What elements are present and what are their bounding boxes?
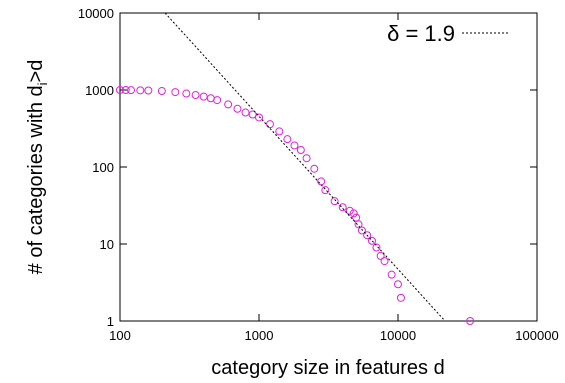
point xyxy=(321,186,330,195)
point xyxy=(144,86,153,95)
point xyxy=(199,92,208,101)
point xyxy=(387,270,396,279)
x-tick-label: 1000 xyxy=(245,328,274,343)
point xyxy=(290,141,299,150)
point xyxy=(354,220,363,229)
fit-line xyxy=(164,12,446,322)
y-axis-label-sub: i xyxy=(35,82,50,85)
point xyxy=(191,91,200,100)
x-tick-label: 100000 xyxy=(515,328,558,343)
point xyxy=(330,197,339,206)
y-tick-label: 1000 xyxy=(85,83,114,98)
point xyxy=(296,146,305,155)
point xyxy=(266,120,275,129)
y-tick-label: 1 xyxy=(107,314,114,329)
point xyxy=(213,96,222,105)
point xyxy=(357,226,366,235)
point xyxy=(367,236,376,245)
point xyxy=(317,177,326,186)
point xyxy=(241,108,250,117)
x-tick-label: 100 xyxy=(109,328,131,343)
point xyxy=(224,100,233,109)
point xyxy=(116,86,124,94)
point xyxy=(349,209,358,218)
point xyxy=(182,89,191,98)
point xyxy=(275,127,284,136)
point xyxy=(345,206,354,215)
y-tick-label: 10000 xyxy=(78,6,114,21)
point xyxy=(255,113,263,122)
point xyxy=(248,110,257,119)
point xyxy=(310,164,319,173)
x-axis-label: category size in features d xyxy=(211,357,444,379)
point xyxy=(376,251,385,260)
y-axis-label-end: >d xyxy=(25,60,47,83)
y-axis-label: # of categories with di>d xyxy=(25,60,50,275)
legend-label: δ = 1.9 xyxy=(387,21,455,46)
plot-frame xyxy=(119,12,538,322)
y-tick-label: 10 xyxy=(100,237,114,252)
point xyxy=(372,243,381,252)
point xyxy=(127,86,136,95)
point xyxy=(394,280,402,289)
point xyxy=(136,86,145,95)
point xyxy=(302,154,311,163)
point xyxy=(380,257,389,266)
point xyxy=(363,231,372,240)
point xyxy=(466,317,475,325)
y-tick-label: 100 xyxy=(92,160,114,175)
point xyxy=(121,86,130,94)
x-tick-label: 10000 xyxy=(380,328,416,343)
point xyxy=(171,88,180,97)
point xyxy=(157,87,166,96)
point xyxy=(396,293,405,302)
point xyxy=(233,104,242,113)
y-axis-label-main: # of categories with d xyxy=(25,85,47,274)
point xyxy=(283,135,292,144)
point xyxy=(338,203,347,212)
